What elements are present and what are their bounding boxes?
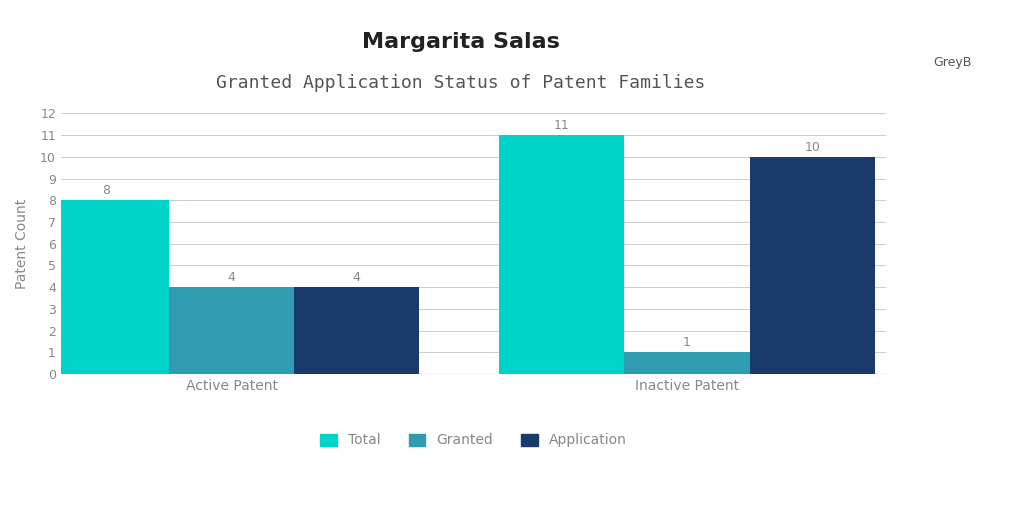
Bar	[44, 200, 169, 374]
Text: 8: 8	[102, 184, 111, 197]
Legend: Total, Granted, Application: Total, Granted, Application	[314, 428, 632, 453]
Text: 11: 11	[554, 119, 569, 132]
Text: GreyB: GreyB	[933, 56, 972, 69]
Y-axis label: Patent Count: Patent Count	[15, 199, 29, 289]
Bar	[625, 352, 750, 374]
Text: Margarita Salas: Margarita Salas	[361, 32, 560, 51]
Text: 1: 1	[683, 336, 691, 349]
Text: 4: 4	[353, 271, 360, 284]
Bar	[499, 135, 625, 374]
Text: Granted Application Status of Patent Families: Granted Application Status of Patent Fam…	[216, 74, 706, 92]
Bar	[169, 287, 294, 374]
Bar	[750, 157, 874, 374]
Text: 4: 4	[227, 271, 236, 284]
Bar	[294, 287, 420, 374]
Text: 10: 10	[804, 141, 820, 154]
